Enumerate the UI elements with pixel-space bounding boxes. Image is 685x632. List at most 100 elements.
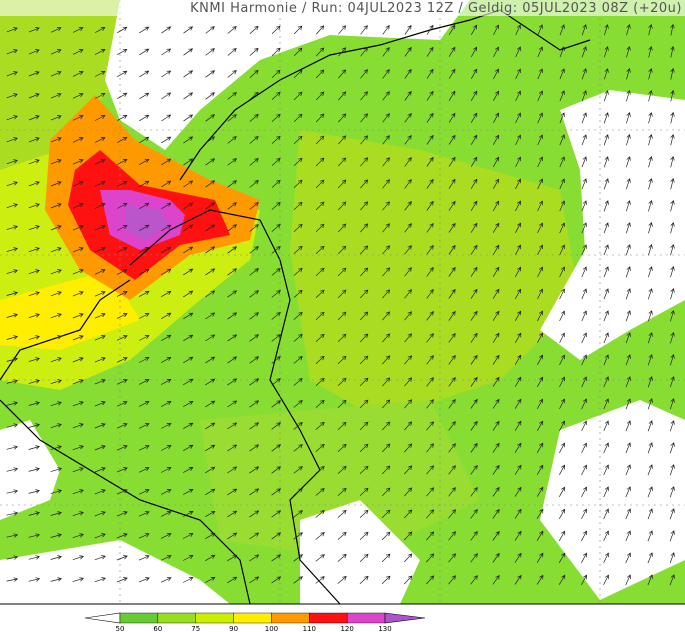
wind-arrow [337,289,347,299]
colorbar-segment [119,612,159,624]
wind-arrow [558,552,566,563]
wind-arrow [94,137,106,143]
wind-arrow [647,354,653,366]
wind-arrow [205,356,216,364]
wind-arrow [493,90,499,101]
wind-arrow [625,178,631,190]
wind-arrow [359,289,369,299]
wind-arrow [448,443,456,453]
wind-arrow [315,355,325,364]
wind-arrow [670,23,675,36]
wind-arrow [448,509,456,519]
wind-arrow [315,113,325,123]
wind-arrow [581,112,587,124]
wind-arrow [426,333,434,343]
wind-arrow [205,202,216,210]
wind-arrows [6,23,675,586]
wind-arrow [382,201,390,211]
wind-arrow [72,379,84,385]
wind-arrow [359,443,369,453]
wind-arrow [227,202,237,210]
wind-arrow [404,289,412,299]
wind-arrow [669,442,675,454]
wind-arrow [72,577,85,582]
wind-arrow [183,136,194,144]
wind-arrow [360,179,369,189]
wind-arrow [426,575,435,585]
wind-arrow [404,46,412,57]
wind-arrow [492,200,500,211]
wind-arrow [139,48,150,56]
wind-arrow [116,225,128,231]
wind-arrow [271,223,281,232]
wind-arrow [183,422,194,430]
wind-arrow [514,530,522,541]
wind-arrow [293,47,303,57]
wind-arrow [559,156,565,168]
wind-arrow [6,181,18,187]
wind-arrow [337,421,347,430]
wind-arrow [28,225,40,231]
wind-arrow [316,25,325,35]
wind-arrow [50,555,63,560]
wind-arrow [337,443,347,452]
wind-arrow [403,553,413,563]
wind-arrow [249,246,259,254]
wind-arrow [337,531,347,540]
wind-arrow [382,245,391,255]
wind-arrow [493,68,499,80]
wind-arrow [293,378,303,386]
wind-arrow [139,247,150,253]
wind-arrow [337,333,347,343]
wind-arrow [558,486,566,497]
wind-arrow [28,401,41,406]
wind-arrow [6,137,18,143]
wind-arrow [227,334,238,342]
wind-arrow [669,508,675,520]
wind-arrow [338,113,347,123]
wind-arrow [138,577,150,583]
wind-arrow [315,223,325,233]
wind-arrow [315,421,325,430]
wind-arrow [648,243,653,256]
wind-arrow [603,90,609,102]
wind-arrow [227,466,238,474]
wind-arrow [670,45,675,58]
wind-arrow [28,423,41,428]
wind-arrow [94,247,106,253]
wind-arrow [6,27,18,33]
field [0,0,120,170]
wind-arrow [205,290,216,298]
wind-arrow [404,113,412,123]
wind-arrow [448,68,456,79]
wind-arrow [205,378,216,386]
wind-arrow [338,91,347,101]
wind-arrow [50,71,62,77]
wind-arrow [670,155,675,168]
wind-arrow [205,510,216,518]
wind-arrow [28,511,40,516]
wind-arrow [492,398,500,409]
wind-arrow [28,357,40,362]
wind-arrow [359,311,369,321]
wind-arrow [293,179,303,189]
wind-arrow [293,532,303,540]
wind-arrow [249,113,259,122]
wind-arrow [293,25,303,35]
wind-arrow [404,68,412,79]
wind-arrow [448,333,456,343]
wind-arrow [28,379,40,384]
wind-arrow [293,69,303,79]
wind-arrow [603,244,609,256]
wind-arrow [470,487,478,497]
wind-arrow [426,68,434,79]
wind-arrow [28,313,40,319]
wind-arrow [139,202,150,210]
wind-arrow [139,224,150,232]
wind-arrow [183,378,194,386]
wind-arrow [670,177,675,190]
wind-arrow [404,443,413,453]
wind-arrow [28,269,40,275]
wind-arrow [183,400,194,408]
wind-arrow [161,158,172,166]
